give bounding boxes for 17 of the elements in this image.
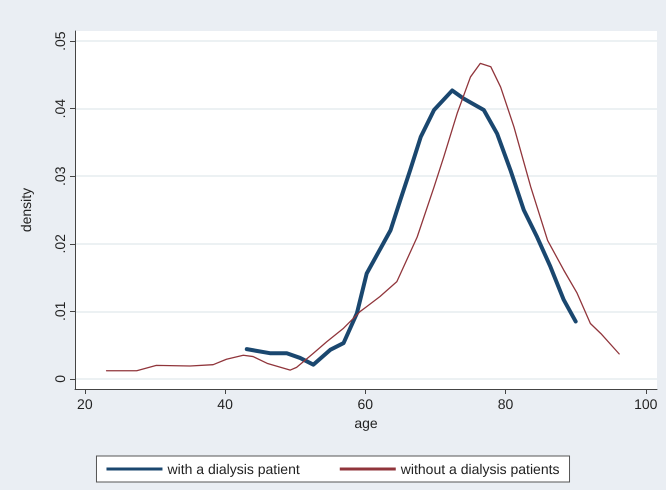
x-tick-label: 40	[217, 396, 234, 412]
y-tick-label: .02	[52, 234, 68, 254]
x-tick-label: 100	[634, 396, 658, 412]
y-tick-label: 0	[52, 374, 68, 383]
x-tick-label: 80	[498, 396, 514, 412]
legend-label: with a dialysis patient	[166, 461, 300, 477]
y-tick-label: .01	[52, 301, 68, 322]
y-tick-label: .04	[52, 98, 68, 118]
x-tick-label: 60	[358, 396, 374, 412]
y-tick-label: .05	[52, 31, 68, 51]
y-tick-label: .03	[52, 166, 68, 186]
y-axis-title: density	[18, 188, 34, 232]
x-axis-title: age	[354, 414, 378, 431]
legend-label: without a dialysis patients	[400, 461, 560, 477]
x-tick-label: 20	[77, 396, 93, 412]
line-series	[244, 88, 578, 367]
line-series	[106, 62, 620, 372]
